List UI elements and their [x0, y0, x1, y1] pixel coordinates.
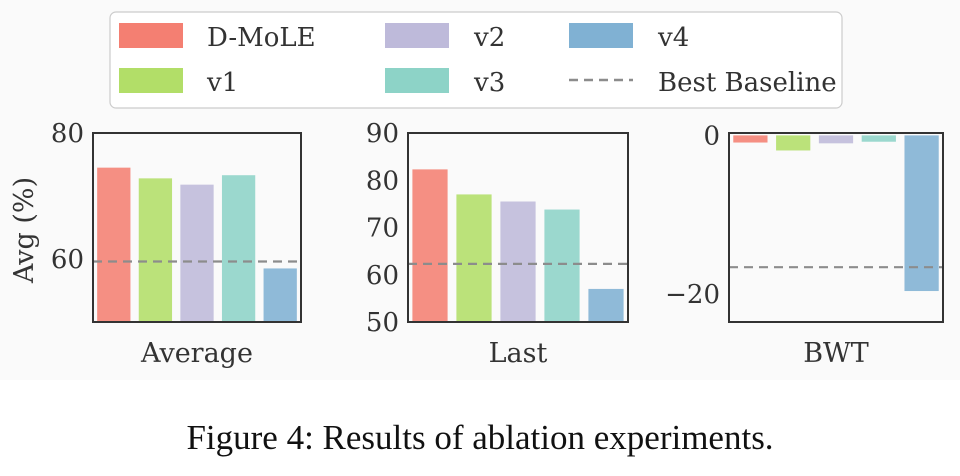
bwt-bar-v4 — [904, 135, 939, 292]
legend-label-v1: v1 — [206, 68, 238, 98]
last-ytick-label: 50 — [366, 308, 399, 338]
average-bar-d-mole — [97, 167, 131, 322]
legend-label-v2: v2 — [473, 23, 505, 53]
last-ytick-label: 70 — [366, 214, 399, 244]
last-x-axis-label: Last — [489, 338, 548, 369]
average-bar-v4 — [263, 268, 297, 322]
bwt-x-axis-label: BWT — [803, 338, 869, 369]
bwt-bar-v3 — [861, 135, 896, 142]
legend-swatch-v2 — [385, 23, 449, 48]
average-x-axis-label: Average — [140, 338, 253, 369]
figure-caption: Figure 4: Results of ablation experiment… — [186, 418, 774, 457]
bwt-bar-d-mole — [733, 135, 768, 143]
bwt-bar-v1 — [776, 135, 811, 151]
bwt-bar-v2 — [818, 135, 854, 144]
legend-label-v4: v4 — [657, 23, 689, 53]
panel-last: 50 60 70 80 90 Last — [366, 119, 629, 369]
panel-average: 60 80 Average — [51, 119, 302, 369]
panel-bwt: 0 −20 BWT — [665, 121, 944, 369]
legend-swatch-v1 — [119, 68, 183, 93]
legend-label-v3: v3 — [473, 68, 505, 98]
average-bar-v2 — [180, 184, 214, 322]
y-axis-label: Avg (%) — [9, 177, 40, 284]
bwt-ytick-label: 0 — [703, 121, 720, 151]
last-bar-v2 — [500, 201, 536, 322]
legend: D-MoLE v1 v2 v3 v4 Best Baseline — [109, 11, 843, 109]
last-ytick-label: 60 — [366, 261, 399, 291]
last-bar-d-mole — [412, 169, 448, 322]
average-axes-frame — [92, 132, 302, 323]
last-bar-v1 — [456, 194, 492, 322]
bwt-axes-frame — [728, 132, 944, 323]
legend-swatch-d-mole — [119, 23, 183, 48]
last-ytick-label: 90 — [366, 119, 399, 149]
legend-label-d-mole: D-MoLE — [207, 23, 316, 53]
last-ytick-label: 80 — [366, 166, 399, 196]
average-ytick-label: 60 — [51, 245, 84, 275]
average-bar-v3 — [221, 175, 256, 322]
average-ytick-label: 80 — [51, 119, 84, 149]
last-bar-v3 — [544, 209, 580, 322]
bwt-ytick-label: −20 — [665, 280, 720, 310]
ablation-figure: D-MoLE v1 v2 v3 v4 Best Baseline Avg (%)… — [9, 11, 944, 369]
legend-swatch-v4 — [569, 23, 633, 48]
average-bar-v1 — [138, 178, 173, 322]
legend-frame — [109, 11, 843, 109]
legend-swatch-v3 — [385, 68, 449, 93]
last-axes-frame — [407, 132, 629, 323]
legend-label-best-baseline: Best Baseline — [658, 68, 837, 98]
last-bar-v4 — [588, 288, 624, 322]
